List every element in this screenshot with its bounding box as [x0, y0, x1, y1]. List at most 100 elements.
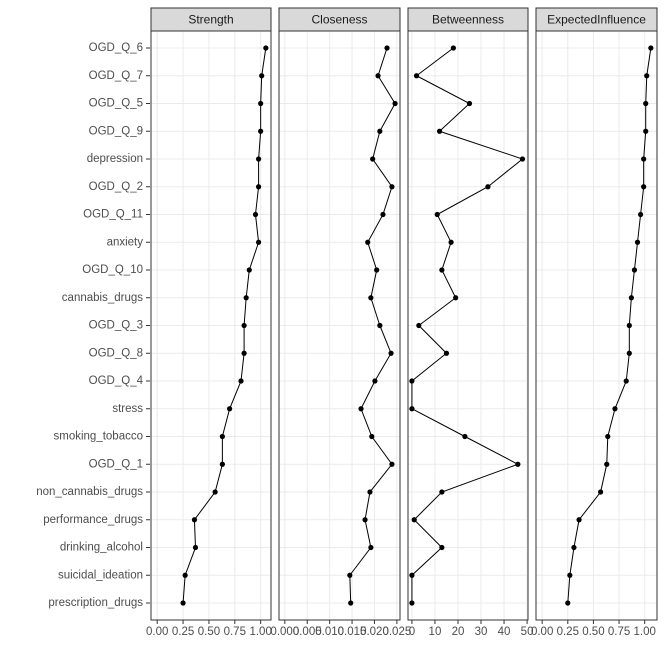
x-tick-label: 0.75 [608, 626, 630, 638]
point [631, 267, 638, 273]
point [448, 239, 454, 245]
point [604, 461, 610, 467]
point [567, 572, 573, 578]
point [641, 156, 647, 162]
point [367, 489, 373, 495]
point [637, 211, 644, 218]
point [255, 156, 262, 162]
strip [150, 7, 272, 32]
point [384, 45, 390, 51]
point [370, 156, 376, 162]
point [409, 572, 415, 578]
point [605, 433, 611, 440]
point [180, 600, 186, 606]
point [377, 128, 383, 134]
point [365, 239, 371, 245]
point [628, 295, 634, 301]
point [641, 184, 647, 190]
point [243, 295, 249, 301]
point [409, 600, 415, 606]
point [409, 406, 415, 412]
point [255, 239, 262, 245]
y-tick-label: smoking_tobacco [54, 431, 144, 443]
point [241, 322, 247, 329]
point [389, 461, 395, 467]
point [241, 350, 247, 356]
point [626, 350, 632, 356]
x-tick-label: 0.00 [146, 626, 168, 638]
point [358, 406, 364, 412]
point [434, 211, 440, 218]
point [377, 322, 383, 329]
x-tick-label: 20 [452, 626, 465, 638]
strip-label: ExpectedInfluence [547, 13, 646, 27]
point [392, 100, 398, 107]
point [626, 322, 632, 329]
point [192, 544, 199, 551]
y-tick-label: OGD_Q_11 [83, 209, 143, 221]
strip [535, 7, 658, 32]
y-tick-label: OGD_Q_5 [89, 98, 143, 110]
x-tick-label: 10 [429, 626, 442, 638]
x-tick-label: 0.25 [172, 626, 194, 638]
point [411, 517, 417, 523]
strip [278, 7, 401, 32]
point [347, 572, 353, 578]
x-tick-label: 0.010 [315, 626, 344, 638]
point [369, 433, 375, 440]
point [219, 433, 225, 440]
x-tick-label: 30 [475, 626, 488, 638]
x-tick-label: 0.025 [382, 626, 411, 638]
point [416, 322, 422, 329]
point [450, 45, 456, 51]
point [191, 517, 198, 523]
point [368, 544, 374, 551]
point [612, 406, 618, 412]
x-tick-label: 0.50 [198, 626, 220, 638]
point [252, 211, 259, 218]
point [413, 73, 420, 79]
x-tick-label: 0 [409, 626, 415, 638]
strip-label: Betweenness [432, 13, 504, 27]
point [453, 295, 459, 301]
point [255, 184, 262, 190]
point [263, 45, 269, 51]
point [182, 572, 188, 578]
point [258, 128, 264, 134]
x-tick-label: 0.75 [224, 626, 246, 638]
point [515, 461, 521, 467]
x-tick-label: 0.015 [338, 626, 367, 638]
y-tick-label: suicidal_ideation [58, 569, 143, 581]
y-tick-label: OGD_Q_4 [89, 375, 144, 387]
y-tick-label: anxiety [107, 236, 144, 248]
strip-label: Closeness [311, 13, 367, 27]
x-tick-label: 1.00 [633, 626, 655, 638]
point [485, 184, 491, 190]
x-tick-label: 1.00 [249, 626, 271, 638]
strip [407, 7, 529, 32]
point [375, 73, 381, 79]
point [368, 295, 374, 301]
point [409, 378, 415, 384]
y-tick-label: OGD_Q_1 [89, 458, 143, 470]
point [644, 73, 650, 79]
point [643, 128, 649, 134]
y-tick-label: non_cannabis_drugs [36, 486, 143, 498]
point [258, 100, 264, 107]
x-tick-label: 0.25 [557, 626, 579, 638]
strip-label: Strength [188, 13, 233, 27]
point [439, 489, 445, 495]
point [648, 45, 654, 51]
y-tick-label: OGD_Q_7 [89, 70, 143, 82]
point [374, 267, 380, 273]
point [219, 461, 225, 467]
point [238, 378, 244, 384]
x-tick-label: 0.50 [582, 626, 604, 638]
y-tick-label: OGD_Q_3 [89, 320, 143, 332]
point [380, 211, 386, 218]
point [439, 267, 445, 273]
y-tick-label: drinking_alcohol [60, 542, 143, 554]
point [623, 378, 629, 384]
point [443, 350, 450, 356]
x-tick-label: 50 [521, 626, 534, 638]
